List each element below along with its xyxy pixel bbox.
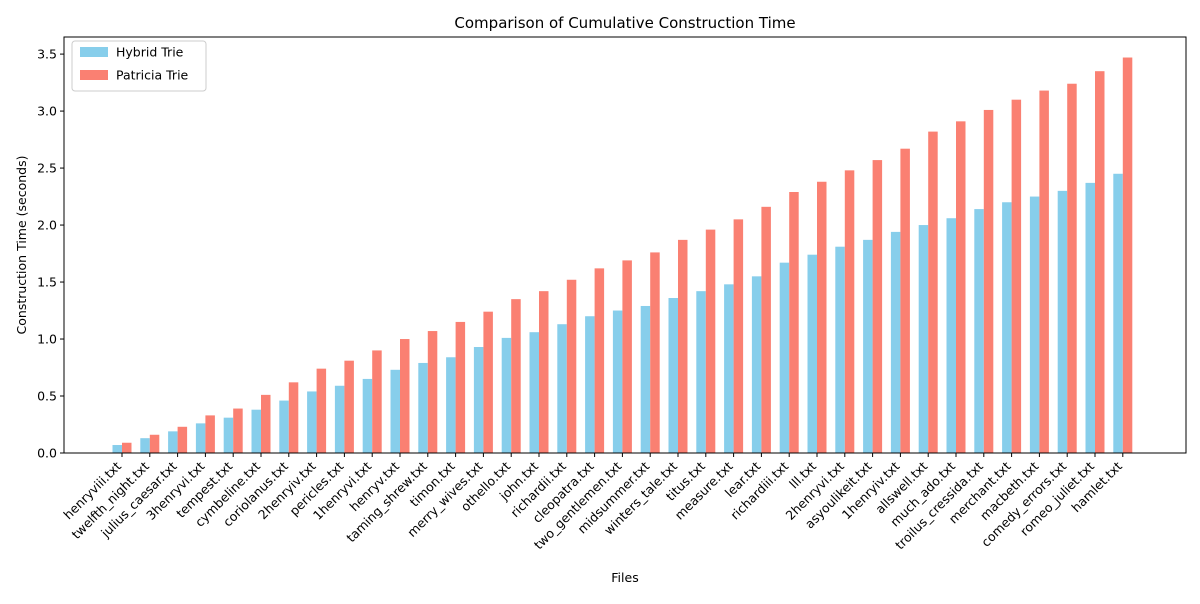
bar-patricia-trie <box>122 442 132 453</box>
bar-hybrid-trie <box>835 246 845 453</box>
bar-hybrid-trie <box>195 423 206 453</box>
y-tick-label: 3.0 <box>37 104 57 119</box>
bar-hybrid-trie <box>418 362 428 453</box>
legend-swatch <box>80 47 108 57</box>
bar-hybrid-trie <box>557 324 567 453</box>
y-tick-label: 1.5 <box>37 275 57 290</box>
legend-swatch <box>80 70 108 80</box>
bar-patricia-trie <box>622 260 632 453</box>
bar-hybrid-trie <box>751 276 762 453</box>
bar-hybrid-trie <box>724 284 734 453</box>
bar-patricia-trie <box>1039 90 1049 453</box>
bar-hybrid-trie <box>696 291 706 453</box>
bar-patricia-trie <box>1095 71 1105 453</box>
x-axis-label: Files <box>611 570 638 585</box>
y-tick-label: 1.0 <box>37 332 57 347</box>
bar-hybrid-trie <box>307 391 317 453</box>
bar-hybrid-trie <box>1002 202 1012 453</box>
bar-patricia-trie <box>344 360 354 453</box>
bar-patricia-trie <box>900 148 910 453</box>
bar-hybrid-trie <box>473 347 484 453</box>
y-axis-ticks: 0.0 0.5 1.0 1.5 2.0 2.5 3.0 3.5 <box>37 47 64 461</box>
bar-patricia-trie <box>372 350 382 453</box>
bar-hybrid-trie <box>279 400 289 453</box>
bar-patricia-trie <box>483 311 493 453</box>
y-tick-label: 2.5 <box>37 161 57 176</box>
bar-patricia-trie <box>427 331 438 453</box>
bar-hybrid-trie <box>918 225 929 453</box>
y-axis-label: Construction Time (seconds) <box>14 156 29 335</box>
plot-frame <box>63 36 1187 454</box>
bar-hybrid-trie <box>807 254 817 453</box>
legend-label: Patricia Trie <box>116 68 189 83</box>
bar-hybrid-trie <box>668 298 678 453</box>
bar-hybrid-trie <box>1029 196 1040 453</box>
bar-hybrid-trie <box>640 305 651 453</box>
bar-patricia-trie <box>928 131 938 453</box>
bar-patricia-trie <box>956 121 966 453</box>
bar-hybrid-trie <box>612 310 623 453</box>
bar-hybrid-trie <box>585 316 595 453</box>
bar-patricia-trie <box>455 321 466 453</box>
bar-hybrid-trie <box>501 337 512 453</box>
bar-hybrid-trie <box>1085 182 1095 453</box>
y-tick-label: 0.0 <box>37 446 57 461</box>
bar-patricia-trie <box>177 426 188 453</box>
bar-hybrid-trie <box>529 332 539 453</box>
bar-hybrid-trie <box>1057 190 1068 454</box>
bar-patricia-trie <box>844 170 855 453</box>
bar-hybrid-trie <box>390 369 400 453</box>
bar-hybrid-trie <box>779 262 790 453</box>
bar-hybrid-trie <box>890 231 901 453</box>
bar-hybrid-trie <box>223 417 234 453</box>
bar-patricia-trie <box>233 408 243 453</box>
chart-title: Comparison of Cumulative Construction Ti… <box>454 14 795 32</box>
legend-label: Hybrid Trie <box>116 45 184 60</box>
y-tick-label: 3.5 <box>37 47 57 62</box>
bar-patricia-trie <box>205 415 215 453</box>
bar-patricia-trie <box>705 229 716 453</box>
bar-hybrid-trie <box>112 445 122 453</box>
bar-hybrid-trie <box>974 209 984 453</box>
bar-patricia-trie <box>789 192 799 453</box>
bar-hybrid-trie <box>334 385 345 453</box>
bar-hybrid-trie <box>1113 173 1123 453</box>
legend: Hybrid Trie Patricia Trie <box>71 40 207 92</box>
bar-patricia-trie <box>678 239 688 453</box>
bar-patricia-trie <box>566 279 577 453</box>
y-tick-label: 0.5 <box>37 389 57 404</box>
bar-patricia-trie <box>761 206 771 453</box>
bar-hybrid-trie <box>362 378 373 453</box>
bars-layer <box>112 57 1133 454</box>
bar-hybrid-trie <box>863 239 873 453</box>
bar-hybrid-trie <box>168 431 178 453</box>
y-tick-label: 2.0 <box>37 218 57 233</box>
bar-patricia-trie <box>539 291 549 453</box>
bar-hybrid-trie <box>946 218 956 453</box>
bar-patricia-trie <box>983 109 994 453</box>
bar-hybrid-trie <box>251 409 261 453</box>
bar-patricia-trie <box>733 219 744 453</box>
bar-patricia-trie <box>817 181 827 453</box>
bar-patricia-trie <box>594 268 605 453</box>
bar-patricia-trie <box>288 382 299 453</box>
bar-patricia-trie <box>1067 83 1077 453</box>
bar-patricia-trie <box>316 368 327 453</box>
bar-patricia-trie <box>261 394 271 453</box>
bar-patricia-trie <box>650 252 660 453</box>
bar-patricia-trie <box>1011 99 1022 454</box>
bar-patricia-trie <box>1122 57 1133 454</box>
bar-patricia-trie <box>872 160 883 453</box>
bar-hybrid-trie <box>446 357 456 453</box>
bar-hybrid-trie <box>140 438 150 453</box>
bar-patricia-trie <box>400 339 410 453</box>
bar-patricia-trie <box>511 299 521 453</box>
bar-patricia-trie <box>149 434 160 453</box>
